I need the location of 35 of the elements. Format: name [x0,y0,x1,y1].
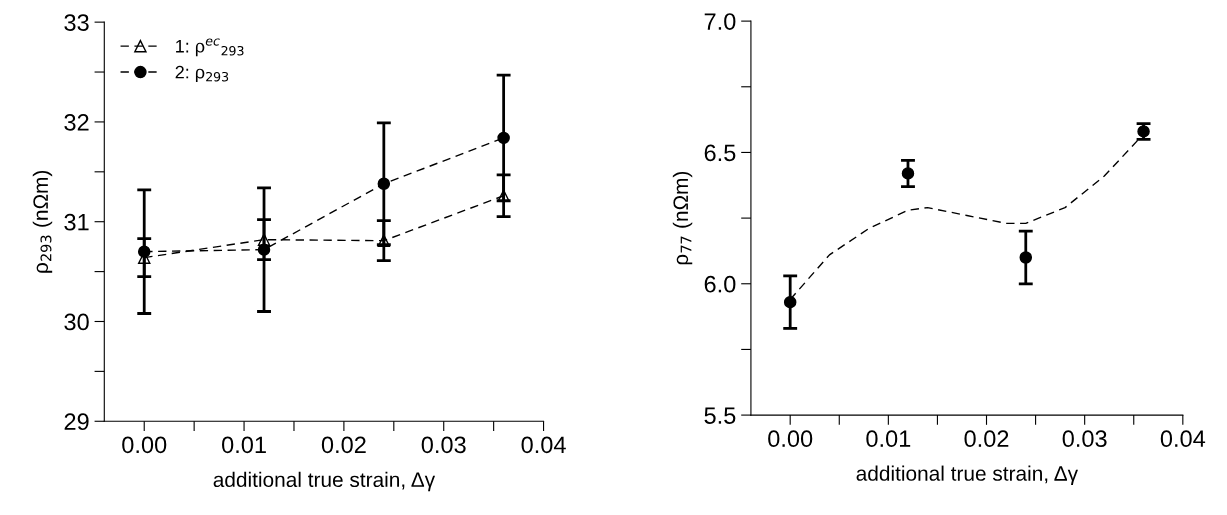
point [377,234,391,247]
y-axis-title: ρ$_{77}$ (nΩm) [672,171,693,265]
y-tick-label: 33 [64,14,89,31]
x-tick-label: 0.01 [866,430,911,448]
y-tick-label: 29 [64,413,89,431]
x-tick-label: 0.00 [122,436,167,454]
y-tick-label: 7.0 [704,13,736,30]
x-tick-label: 0.02 [321,436,366,454]
x-tick-label: 0.00 [768,430,813,448]
point [137,245,151,258]
point [257,243,271,256]
y-tick-label: 6.0 [704,275,736,293]
x-tick-label: 0.03 [1062,430,1107,448]
x-tick-label: 0.03 [421,436,466,454]
x-tick-label: 0.04 [1160,430,1206,448]
x-tick-label: 0.01 [222,436,266,454]
point [497,131,510,145]
x-axis-title: additional true strain, Δγ [213,471,436,492]
point [257,233,271,246]
y-axis-title: ρ$_{293}$ (nΩm) [32,170,53,273]
y-tick-label: 30 [64,313,89,331]
y-tick-label: 6.5 [704,144,736,162]
y-tick-label: 5.5 [704,407,736,424]
y-tick-label: 31 [64,213,89,231]
point [783,295,797,309]
point [497,189,510,203]
legend-label: 1: ρ$^{ec}$$_{293}$ [176,38,244,57]
y-tick-label: 32 [64,113,89,131]
legend-label: 2: ρ$_{293}$ [175,65,229,83]
point [901,167,915,180]
x-tick-label: 0.04 [521,436,566,454]
point [377,177,391,191]
x-tick-label: 0.02 [964,430,1009,448]
x-axis-title: additional true strain, Δγ [856,465,1078,485]
point [1019,251,1033,264]
